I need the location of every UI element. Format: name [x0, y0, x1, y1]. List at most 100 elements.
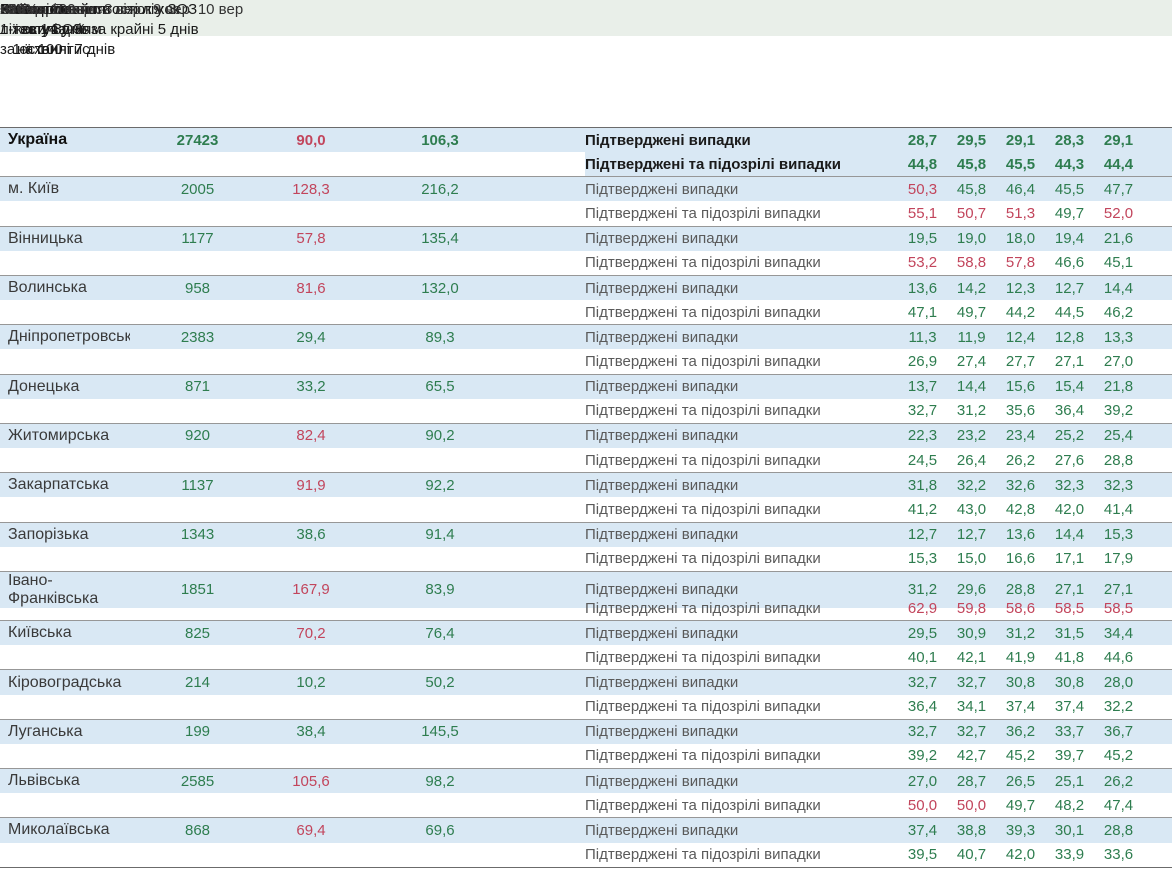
incidence-empty	[265, 448, 357, 472]
beds-empty	[130, 497, 265, 521]
day-header-1: 6 вер	[6, 1, 43, 18]
occupancy-value-day3: 13,6	[996, 522, 1045, 547]
occupancy-value-day1: 22,3	[898, 423, 947, 449]
right-pad	[1143, 325, 1172, 350]
right-pad	[1143, 695, 1172, 719]
occupancy-value-day2: 42,1	[956, 648, 987, 666]
occupancy-value-day3: 45,5	[996, 152, 1045, 177]
region-row-confirmed-suspected: Підтверджені та підозрілі випадки 32,7 31,…	[0, 399, 1172, 423]
category-label: Підтверджені випадки	[585, 325, 898, 350]
testing-value: 216,2	[357, 177, 523, 202]
incidence-value: 82,4	[265, 423, 357, 449]
column-gap	[523, 128, 585, 153]
occupancy-value-day5: 15,3	[1094, 522, 1143, 547]
region-row-confirmed-suspected: Підтверджені та підозрілі випадки 53,2 58,…	[0, 251, 1172, 275]
right-pad	[1143, 226, 1172, 251]
testing-empty	[357, 645, 523, 669]
region-name-empty	[0, 547, 130, 571]
region-name-empty	[0, 596, 130, 620]
occupancy-value-day4: 15,4	[1045, 374, 1094, 399]
occupancy-value-day1: 53,2	[907, 254, 938, 272]
category-label: Підтверджені та підозрілі випадки	[585, 352, 821, 370]
occupancy-value-day5: 47,4	[1103, 796, 1134, 814]
testing-empty	[357, 399, 523, 423]
testing-value: 145,5	[357, 719, 523, 744]
incidence-empty	[265, 399, 357, 423]
occupancy-value-day5: 28,8	[1103, 451, 1134, 469]
occupancy-value-day4: 37,4	[1054, 698, 1085, 716]
category-label: Підтверджені випадки	[585, 275, 898, 301]
right-pad	[1143, 201, 1172, 225]
right-pad	[1143, 152, 1172, 177]
right-pad	[1143, 793, 1172, 817]
right-pad	[1143, 300, 1172, 324]
region-row-confirmed-suspected: Підтверджені та підозрілі випадки 39,5 40,…	[0, 843, 1172, 867]
occupancy-value-day3: 36,2	[996, 719, 1045, 744]
region-row-confirmed: Івано-Франківська 1851 167,9 83,9 Підтвердже…	[0, 571, 1172, 608]
occupancy-value-day2: 30,9	[947, 621, 996, 646]
column-gap	[523, 818, 585, 843]
region-name: Житомирська	[0, 423, 130, 449]
category-label: Підтверджені та підозрілі випадки	[585, 599, 821, 617]
category-label: Підтверджені випадки	[585, 177, 898, 202]
incidence-value: 38,6	[265, 522, 357, 547]
column-gap	[523, 547, 585, 571]
column-gap	[523, 275, 585, 301]
occupancy-value-day2: 14,2	[947, 275, 996, 301]
occupancy-value-day5: 21,6	[1094, 226, 1143, 251]
region-row-confirmed-suspected: Підтверджені та підозрілі випадки 15,3 15,…	[0, 547, 1172, 571]
occupancy-value-day2: 58,8	[956, 254, 987, 272]
column-gap	[523, 645, 585, 669]
column-header-occupancy: Завантаженість ліжок у ЗОЗ 1-ї хвилі у %…	[0, 0, 199, 40]
region-row-confirmed: м. Київ 2005 128,3 216,2 Підтверджені випадк…	[0, 177, 1172, 202]
region-name: Луганська	[0, 719, 130, 744]
testing-empty	[357, 152, 523, 176]
incidence-value: 105,6	[265, 769, 357, 794]
occupancy-value-day5: 28,8	[1094, 818, 1143, 843]
occupancy-value-day2: 15,0	[956, 550, 987, 568]
incidence-empty	[265, 201, 357, 225]
occupancy-value-day3: 18,0	[996, 226, 1045, 251]
column-gap	[523, 251, 585, 275]
occupancy-value-day3: 44,2	[1005, 303, 1036, 321]
right-pad	[1143, 818, 1172, 843]
occupancy-value-day3: 45,2	[1005, 747, 1036, 765]
occupancy-value-day5: 17,9	[1103, 550, 1134, 568]
occupancy-value-day3: 26,2	[1005, 451, 1036, 469]
category-label: Підтверджені та підозрілі випадки	[585, 500, 821, 518]
occupancy-value-day3: 41,9	[1005, 648, 1036, 666]
incidence-empty	[265, 547, 357, 571]
region-row-confirmed-suspected: Підтверджені та підозрілі випадки 44,8 45,…	[0, 152, 1172, 177]
column-gap	[523, 177, 585, 202]
testing-empty	[357, 201, 523, 225]
occupancy-value-day2: 11,9	[947, 325, 996, 350]
occupancy-value-day4: 44,5	[1054, 303, 1085, 321]
beds-empty	[130, 201, 265, 225]
region-row-confirmed: Волинська 958 81,6 132,0 Підтверджені випадк…	[0, 275, 1172, 301]
column-gap	[523, 448, 585, 472]
column-gap	[523, 744, 585, 768]
column-header-category: Категорії зайнятості ліжок	[0, 1, 180, 18]
occupancy-value-day3: 46,4	[996, 177, 1045, 202]
region-name-empty	[0, 793, 130, 817]
occupancy-value-day4: 12,8	[1045, 325, 1094, 350]
occupancy-value-day2: 40,7	[956, 846, 987, 864]
right-pad	[1143, 497, 1172, 521]
incidence-empty	[265, 645, 357, 669]
occupancy-value-day5: 33,6	[1103, 846, 1134, 864]
occupancy-value-day4: 44,3	[1045, 152, 1094, 177]
testing-value: 91,4	[357, 522, 523, 547]
right-pad	[1143, 719, 1172, 744]
occupancy-value-day5: 34,4	[1094, 621, 1143, 646]
category-label: Підтверджені випадки	[585, 374, 898, 399]
region-row-confirmed-suspected: Підтверджені та підозрілі випадки 41,2 43,…	[0, 497, 1172, 521]
beds-empty	[130, 596, 265, 620]
incidence-value: 38,4	[265, 719, 357, 744]
column-gap	[523, 719, 585, 744]
region-name: Україна	[0, 128, 130, 153]
testing-empty	[357, 448, 523, 472]
column-header-occupancy-line1: Завантаженість ліжок у ЗОЗ	[1, 1, 198, 18]
incidence-threshold-label: <40 на 100 тис.	[0, 1, 107, 18]
region-name-empty	[0, 645, 130, 669]
occupancy-value-day4: 27,6	[1054, 451, 1085, 469]
